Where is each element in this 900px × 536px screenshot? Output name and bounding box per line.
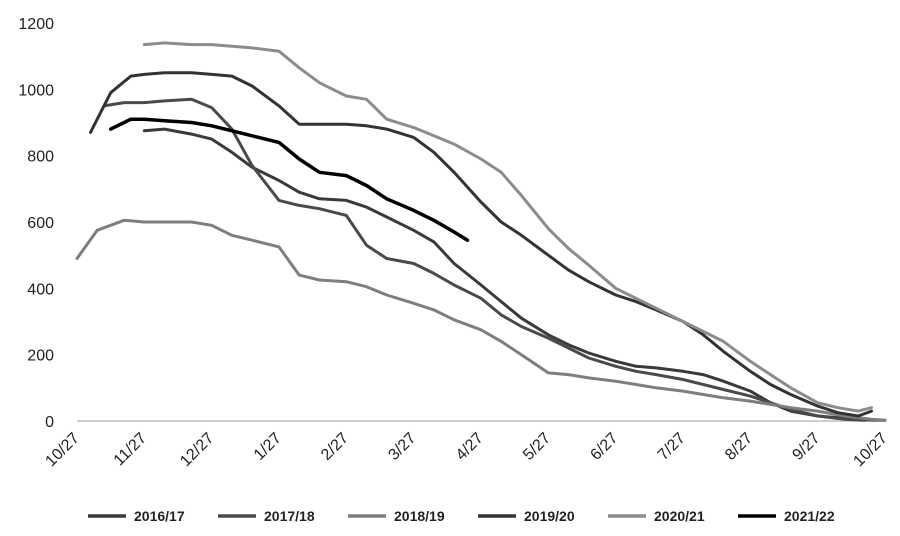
- series-line-2016-17: [142, 127, 887, 422]
- y-tick-label: 200: [27, 348, 54, 365]
- legend-label: 2017/18: [264, 508, 315, 524]
- x-tick-label: 10/27: [850, 430, 890, 470]
- legend-label: 2016/17: [134, 508, 185, 524]
- x-tick-label: 7/27: [655, 430, 689, 464]
- y-tick-label: 600: [27, 215, 54, 232]
- x-tick-label: 10/27: [42, 430, 82, 470]
- x-axis-ticks: 10/27 11/27 12/27 1/27 2/27 3/27 4/27 5/27 6/27 7…: [42, 430, 890, 470]
- legend-label: 2019/20: [524, 508, 575, 524]
- series-lines: [75, 41, 887, 422]
- x-tick-label: 11/27: [111, 430, 151, 470]
- series-line-2017-18: [102, 97, 867, 422]
- legend-label: 2020/21: [654, 508, 705, 524]
- y-tick-label: 0: [45, 414, 54, 431]
- y-tick-label: 400: [27, 281, 54, 298]
- x-tick-label: 8/27: [722, 430, 756, 464]
- x-tick-label: 3/27: [385, 430, 419, 464]
- x-tick-label: 4/27: [453, 430, 487, 464]
- y-axis-ticks: 0 200 400 600 800 1000 1200: [18, 16, 54, 431]
- series-line-2019-20: [89, 71, 873, 418]
- series-line-2021-22: [108, 117, 470, 242]
- series-line-2020-21: [142, 41, 873, 413]
- series-line-2018-19: [75, 218, 887, 422]
- x-tick-label: 5/27: [520, 430, 554, 464]
- y-tick-label: 1200: [18, 16, 54, 33]
- legend-label: 2018/19: [394, 508, 445, 524]
- x-tick-label: 1/27: [251, 430, 285, 464]
- legend-label: 2021/22: [784, 508, 835, 524]
- x-tick-label: 6/27: [587, 430, 621, 464]
- legend: 2016/17 2017/18 2018/19 2019/20 2020/21 2021/…: [88, 508, 835, 524]
- y-tick-label: 1000: [18, 82, 54, 99]
- x-tick-label: 9/27: [789, 430, 823, 464]
- x-tick-label: 12/27: [177, 430, 217, 470]
- y-tick-label: 800: [27, 149, 54, 166]
- x-tick-label: 2/27: [318, 430, 352, 464]
